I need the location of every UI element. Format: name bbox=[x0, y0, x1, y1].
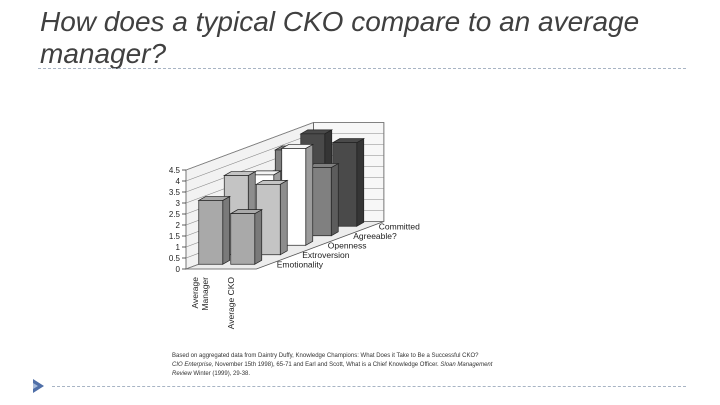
series-labels: AverageManager Average CKO bbox=[190, 277, 236, 330]
series-label-line: Manager bbox=[200, 277, 210, 311]
source-journal-2: Sloan Management bbox=[440, 362, 493, 368]
source-line-3: Review Winter (1999), 29-38. bbox=[172, 370, 572, 379]
category-label-emotionality: Emotionality bbox=[277, 259, 324, 269]
y-tick-label: 0 bbox=[176, 265, 181, 274]
category-label-openness: Openness bbox=[328, 240, 367, 250]
bar-emotionality-cko bbox=[229, 209, 264, 265]
slide-title: How does a typical CKO compare to an ave… bbox=[40, 6, 640, 69]
chart-bars bbox=[197, 129, 366, 265]
y-tick-label: 4.5 bbox=[169, 166, 181, 175]
bar-emotionality-manager bbox=[197, 195, 232, 265]
gridline-4.5 bbox=[185, 122, 384, 171]
category-label-extroversion: Extroversion bbox=[302, 250, 350, 260]
series-label-manager: AverageManager bbox=[190, 277, 210, 311]
bar-side bbox=[330, 162, 339, 237]
source-text-1: Based on aggregated data from Daintry Du… bbox=[172, 353, 479, 359]
category-label-committed: Committed bbox=[379, 221, 420, 231]
source-journal-3: Review bbox=[172, 371, 192, 377]
source-text-2: November 15th 1998), 65-71 and Earl and … bbox=[213, 362, 441, 368]
bar-side bbox=[356, 138, 365, 227]
y-tick-label: 1 bbox=[176, 243, 181, 252]
category-label-agreeable: Agreeable? bbox=[353, 231, 397, 241]
source-line-2: CIO Enterprise, November 15th 1998), 65-… bbox=[172, 361, 572, 370]
bar-side bbox=[254, 209, 263, 265]
y-tick-label: 3.5 bbox=[169, 188, 181, 197]
bullet-arrow-icon bbox=[33, 379, 44, 393]
bar-side bbox=[279, 179, 288, 256]
bar-front bbox=[230, 213, 256, 265]
y-tick-label: 3 bbox=[176, 199, 181, 208]
y-tick-label: 2 bbox=[176, 221, 181, 230]
footer-divider bbox=[52, 386, 686, 387]
source-text-3: Winter (1999), 29-38. bbox=[191, 371, 251, 377]
y-tick-label: 2.5 bbox=[169, 210, 181, 219]
bar-side bbox=[222, 195, 231, 265]
source-journal-1: CIO Enterprise, bbox=[172, 362, 214, 368]
bar-side bbox=[305, 143, 314, 246]
source-line-1: Based on aggregated data from Daintry Du… bbox=[172, 352, 572, 361]
series-label-cko: Average CKO bbox=[226, 277, 236, 330]
y-axis-ticks: 0 0.5 1 1.5 2 2.5 3 3.5 4 4.5 bbox=[169, 166, 186, 274]
y-tick-label: 4 bbox=[176, 177, 181, 186]
series-label-line: Average bbox=[190, 277, 200, 309]
y-tick-label: 1.5 bbox=[169, 232, 181, 241]
title-divider bbox=[38, 68, 686, 69]
bar-front bbox=[198, 200, 224, 265]
y-tick-label: 0.5 bbox=[169, 254, 181, 263]
category-labels: EmotionalityExtroversionOpennessAgreeabl… bbox=[277, 221, 420, 269]
